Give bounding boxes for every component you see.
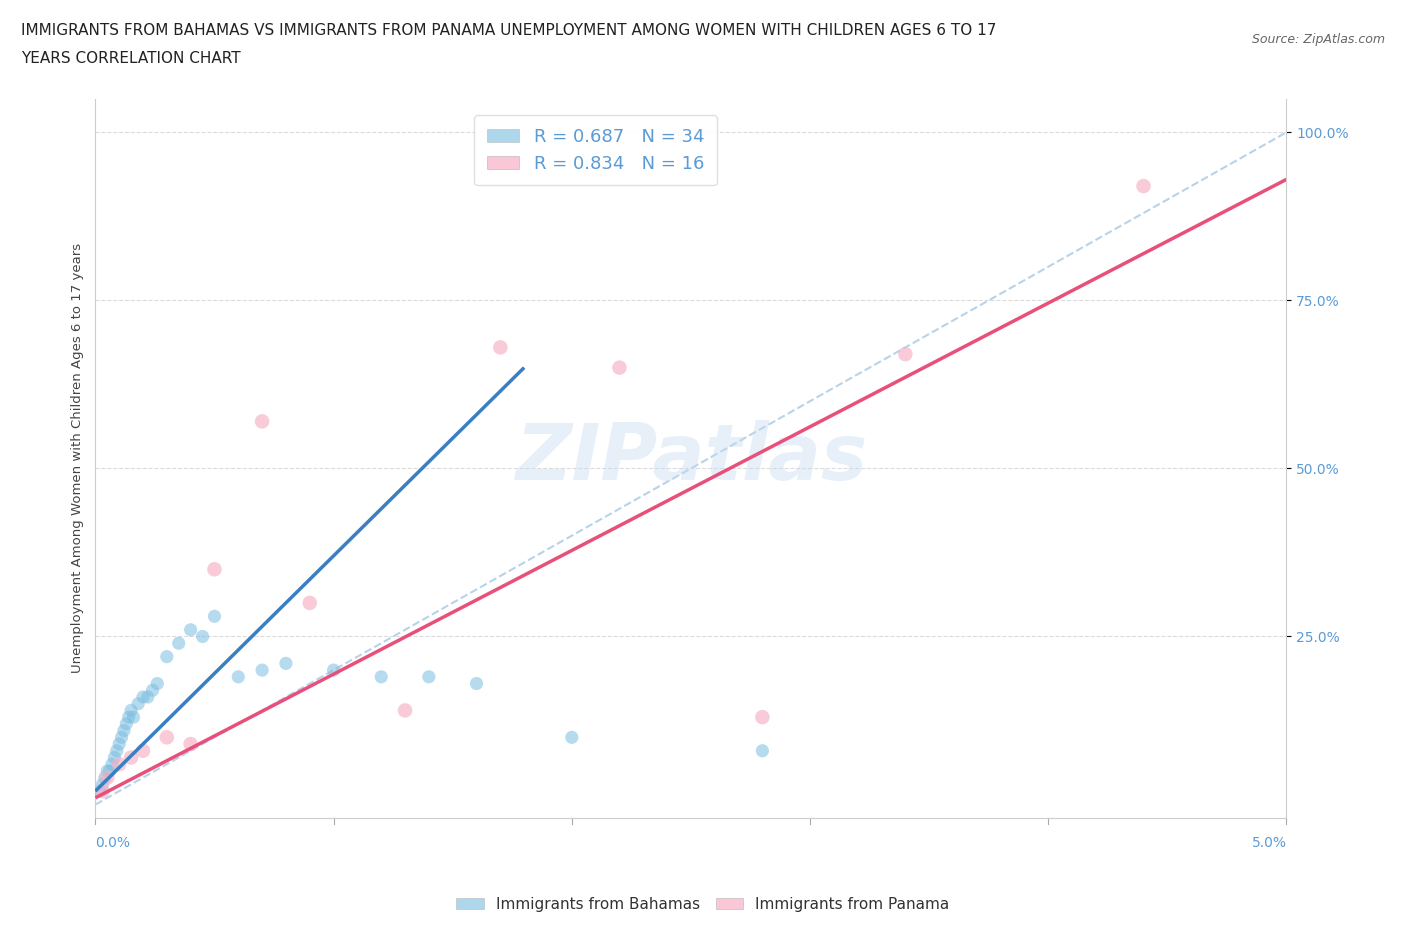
Point — [156, 730, 179, 745]
Point — [105, 743, 128, 758]
Point — [1132, 179, 1154, 193]
Point — [103, 751, 125, 765]
Point — [561, 730, 583, 745]
Point — [122, 710, 145, 724]
Point — [204, 609, 226, 624]
Point — [118, 710, 141, 724]
Point — [609, 360, 631, 375]
Point — [91, 777, 114, 791]
Text: 0.0%: 0.0% — [96, 836, 131, 850]
Text: ZIPatlas: ZIPatlas — [515, 420, 868, 497]
Point — [250, 414, 273, 429]
Point — [91, 784, 114, 799]
Point — [226, 670, 249, 684]
Text: YEARS CORRELATION CHART: YEARS CORRELATION CHART — [21, 51, 240, 66]
Point — [204, 562, 226, 577]
Point — [894, 347, 917, 362]
Point — [115, 716, 138, 731]
Point — [191, 629, 214, 644]
Point — [298, 595, 321, 610]
Point — [136, 689, 159, 704]
Point — [120, 703, 142, 718]
Point — [112, 724, 135, 738]
Point — [96, 764, 118, 778]
Point — [180, 622, 202, 637]
Point — [110, 730, 132, 745]
Legend: Immigrants from Bahamas, Immigrants from Panama: Immigrants from Bahamas, Immigrants from… — [450, 891, 956, 918]
Text: IMMIGRANTS FROM BAHAMAS VS IMMIGRANTS FROM PANAMA UNEMPLOYMENT AMONG WOMEN WITH : IMMIGRANTS FROM BAHAMAS VS IMMIGRANTS FR… — [21, 23, 997, 38]
Point — [370, 670, 392, 684]
Point — [98, 764, 121, 778]
Point — [322, 663, 344, 678]
Point — [751, 710, 773, 724]
Point — [489, 340, 512, 355]
Y-axis label: Unemployment Among Women with Children Ages 6 to 17 years: Unemployment Among Women with Children A… — [72, 244, 84, 673]
Point — [94, 770, 117, 785]
Point — [96, 770, 118, 785]
Point — [274, 656, 297, 671]
Point — [167, 636, 190, 651]
Point — [101, 757, 124, 772]
Point — [120, 751, 142, 765]
Point — [418, 670, 440, 684]
Point — [108, 757, 131, 772]
Point — [132, 689, 155, 704]
Point — [156, 649, 179, 664]
Point — [89, 784, 111, 799]
Point — [127, 697, 149, 711]
Point — [394, 703, 416, 718]
Point — [132, 743, 155, 758]
Text: Source: ZipAtlas.com: Source: ZipAtlas.com — [1251, 33, 1385, 46]
Point — [751, 743, 773, 758]
Point — [250, 663, 273, 678]
Point — [146, 676, 169, 691]
Legend: R = 0.687   N = 34, R = 0.834   N = 16: R = 0.687 N = 34, R = 0.834 N = 16 — [474, 115, 717, 185]
Point — [141, 683, 163, 698]
Point — [108, 737, 131, 751]
Point — [465, 676, 488, 691]
Text: 5.0%: 5.0% — [1251, 836, 1286, 850]
Point — [180, 737, 202, 751]
